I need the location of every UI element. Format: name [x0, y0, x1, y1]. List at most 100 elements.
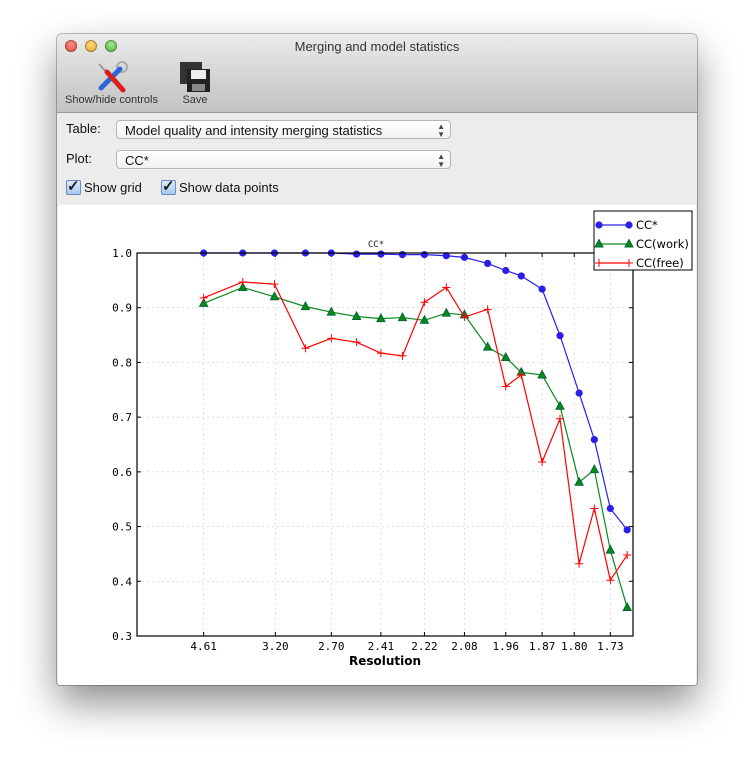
data-point — [590, 504, 599, 513]
data-point — [556, 414, 565, 423]
show-data-points-checkbox[interactable]: Show data points — [161, 177, 279, 195]
data-point — [537, 369, 547, 379]
data-point — [398, 351, 407, 360]
data-point — [500, 351, 511, 362]
data-point — [420, 298, 429, 307]
plot-frame — [136, 252, 634, 637]
data-point — [606, 576, 615, 585]
data-point — [420, 251, 429, 259]
window-title: Merging and model statistics — [294, 39, 460, 54]
minimize-button[interactable] — [85, 40, 97, 52]
tools-icon — [65, 60, 158, 94]
legend-marker — [625, 221, 633, 229]
zoom-button[interactable] — [105, 40, 117, 52]
data-point — [352, 250, 361, 258]
legend-marker — [594, 238, 604, 248]
checkbox-checked-icon — [66, 177, 81, 195]
data-point — [460, 253, 469, 261]
data-point — [441, 307, 452, 317]
legend-marker — [624, 238, 634, 248]
y-tick-label: 0.9 — [112, 302, 132, 315]
data-point — [556, 332, 564, 340]
updown-arrows-icon: ▲ ▼ — [437, 152, 445, 169]
legend-marker — [595, 259, 603, 267]
title-bar: Merging and model statistics Show/hide c… — [57, 34, 697, 113]
legend-label: CC(work) — [636, 237, 689, 251]
data-point — [351, 310, 362, 320]
data-point — [397, 312, 408, 322]
app-window: Merging and model statistics Show/hide c… — [57, 34, 697, 685]
data-point — [442, 283, 451, 292]
data-point — [269, 291, 280, 301]
x-tick-label: 1.80 — [561, 640, 588, 653]
x-tick-label: 1.87 — [529, 640, 556, 653]
controls-panel: Table: Model quality and intensity mergi… — [57, 113, 697, 206]
data-point — [605, 544, 616, 554]
y-tick-label: 0.5 — [112, 521, 132, 534]
y-tick-label: 0.8 — [112, 356, 132, 369]
table-select[interactable]: Model quality and intensity merging stat… — [116, 120, 451, 139]
data-point — [502, 266, 510, 275]
legend-marker — [595, 221, 603, 229]
data-point — [574, 476, 584, 486]
data-point — [538, 458, 547, 467]
data-point — [606, 504, 614, 513]
data-point — [198, 297, 209, 307]
x-tick-label: 2.22 — [411, 640, 438, 653]
y-tick-label: 0.3 — [112, 630, 132, 643]
data-point — [326, 306, 337, 316]
show-hide-label: Show/hide controls — [65, 94, 158, 106]
y-tick-label: 0.7 — [112, 411, 132, 424]
data-point — [483, 305, 492, 314]
data-point — [376, 349, 385, 358]
data-point — [589, 464, 600, 474]
data-point — [538, 285, 546, 293]
x-tick-label: 2.41 — [368, 640, 395, 653]
legend-label: CC(free) — [636, 256, 684, 270]
data-point — [377, 250, 385, 258]
floppy-disk-icon — [179, 60, 211, 94]
close-button[interactable] — [65, 40, 77, 52]
y-tick-label: 0.4 — [112, 575, 132, 588]
data-point — [575, 559, 584, 568]
data-point — [482, 341, 493, 351]
x-tick-label: 3.20 — [262, 640, 289, 653]
checkbox-checked-icon — [161, 177, 176, 195]
data-point — [622, 601, 633, 612]
data-point — [623, 551, 632, 560]
legend-box — [593, 210, 693, 271]
data-point — [460, 313, 469, 322]
x-tick-label: 1.73 — [597, 640, 624, 653]
plot-select[interactable]: CC* ▲ ▼ — [116, 150, 451, 169]
data-point — [555, 400, 565, 410]
y-tick-label: 1.0 — [112, 247, 132, 260]
legend-marker — [625, 259, 633, 267]
data-point — [398, 251, 407, 259]
data-point — [590, 435, 598, 444]
data-point — [501, 382, 510, 391]
data-point — [301, 344, 310, 353]
data-point — [270, 280, 279, 289]
plot-area: CC* Resolution 0.3 0.4 0.5 0.6 0.7 0.8 0.9 1.0 4… — [58, 205, 696, 685]
show-grid-checkbox[interactable]: Show grid — [66, 177, 142, 195]
data-point — [419, 314, 430, 324]
show-grid-label: Show grid — [84, 180, 142, 195]
data-point — [352, 338, 361, 347]
x-tick-label: 1.96 — [493, 640, 520, 653]
data-point — [237, 281, 248, 291]
table-label: Table: — [66, 121, 101, 136]
legend-label: CC* — [636, 218, 658, 232]
x-tick-label: 2.70 — [318, 640, 345, 653]
x-tick-label: 4.61 — [190, 640, 217, 653]
show-hide-controls-button[interactable]: Show/hide controls — [65, 60, 158, 106]
data-point — [575, 389, 583, 397]
series-line-cc-free- — [203, 281, 628, 582]
chart-title: CC* — [368, 240, 384, 250]
plot-select-value: CC* — [125, 153, 149, 168]
data-point — [376, 313, 386, 323]
x-tick-label: 2.08 — [451, 640, 478, 653]
series-line-cc-work- — [203, 286, 628, 608]
data-point — [517, 272, 525, 280]
save-button[interactable]: Save — [179, 60, 211, 106]
data-point — [517, 371, 526, 380]
